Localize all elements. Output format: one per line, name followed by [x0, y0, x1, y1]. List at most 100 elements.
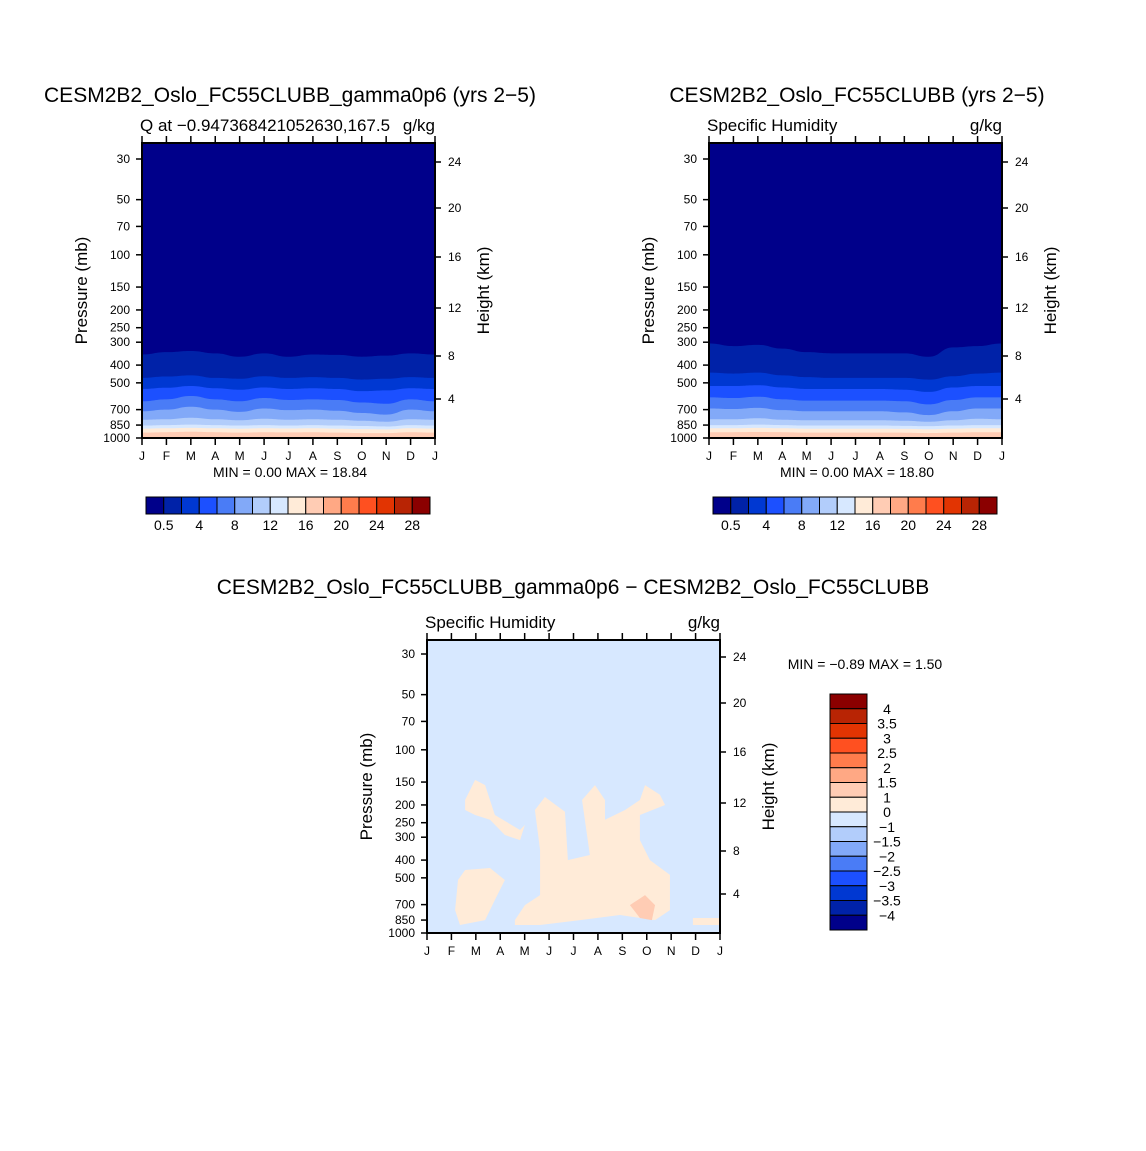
contour-band-9 — [142, 431, 435, 438]
colorbar-swatch — [287, 496, 307, 515]
height-tick-label: 12 — [1015, 301, 1029, 315]
colorbar-swatch — [198, 496, 218, 515]
pressure-tick-label: 500 — [395, 871, 415, 885]
pressure-tick-label: 700 — [677, 403, 697, 417]
colorbar-swatch — [323, 496, 342, 515]
pressure-tick-label: 200 — [677, 303, 697, 317]
colorbar-swatch — [829, 870, 868, 887]
colorbar-label: 4 — [762, 517, 770, 533]
plot-area — [709, 143, 1002, 438]
colorbar-swatch — [943, 496, 962, 515]
panel-left-subtitle: Q at −0.947368421052630,167.5 — [140, 116, 390, 135]
pressure-tick-label: 300 — [677, 335, 697, 349]
colorbar-label: 1 — [883, 789, 891, 805]
month-tick-label: J — [546, 944, 552, 958]
month-tick-label: N — [949, 449, 958, 463]
month-tick-label: S — [618, 944, 626, 958]
pressure-tick-label: 250 — [110, 321, 130, 335]
panel-title: CESM2B2_Oslo_FC55CLUBB_gamma0p6 − CESM2B… — [217, 576, 930, 599]
colorbar-label: 2.5 — [877, 745, 897, 761]
month-tick-label: O — [924, 449, 933, 463]
pressure-tick-label: 700 — [395, 898, 415, 912]
height-tick-label: 24 — [733, 650, 747, 664]
y-axis-label-right: Height (km) — [474, 247, 493, 335]
month-tick-label: A — [876, 449, 884, 463]
colorbar-label: 3.5 — [877, 716, 897, 732]
colorbar-swatch — [854, 496, 874, 515]
colorbar-swatch — [829, 885, 868, 901]
colorbar-swatch — [234, 496, 253, 515]
panel-left-subtitle: Specific Humidity — [707, 116, 838, 135]
colorbar-label: −2 — [879, 848, 895, 864]
colorbar-label: −2.5 — [873, 863, 901, 879]
colorbar-swatch — [829, 723, 868, 739]
colorbar-label: 28 — [971, 517, 987, 533]
colorbar-swatch — [765, 496, 785, 515]
colorbar-swatch — [163, 496, 182, 515]
colorbar-swatch — [961, 496, 980, 515]
colorbar-swatch — [890, 496, 909, 515]
pressure-tick-label: 850 — [395, 913, 415, 927]
month-tick-label: J — [286, 449, 292, 463]
colorbar-label: 8 — [231, 517, 239, 533]
colorbar-label: 0.5 — [154, 517, 174, 533]
colorbar-swatch — [712, 496, 732, 515]
month-tick-label: O — [642, 944, 651, 958]
month-tick-label: D — [973, 449, 982, 463]
month-tick-label: F — [730, 449, 737, 463]
colorbar-swatch — [829, 855, 868, 872]
pressure-tick-label: 500 — [110, 376, 130, 390]
colorbar-swatch — [305, 496, 324, 515]
month-tick-label: D — [691, 944, 700, 958]
colorbar-swatch — [829, 796, 868, 813]
plot-area — [427, 640, 720, 933]
colorbar: 0.5 4 8 12 16 20 24 28 — [712, 496, 998, 533]
plot-area — [142, 143, 435, 438]
colorbar-swatch — [836, 496, 856, 515]
month-tick-label: M — [753, 449, 763, 463]
colorbar-swatch — [269, 496, 289, 515]
panel-title: CESM2B2_Oslo_FC55CLUBB_gamma0p6 (yrs 2−5… — [44, 84, 536, 107]
colorbar-label: −3.5 — [873, 893, 901, 909]
height-tick-label: 12 — [733, 796, 747, 810]
month-tick-label: S — [333, 449, 341, 463]
colorbar-swatch — [783, 496, 803, 515]
y-axis-label-right: Height (km) — [1041, 247, 1060, 335]
month-tick-label: A — [496, 944, 504, 958]
colorbar-swatch — [829, 693, 868, 710]
min-max-label: MIN = 0.00 MAX = 18.80 — [780, 464, 934, 480]
colorbar-swatch — [376, 496, 395, 515]
colorbar-label: 20 — [900, 517, 916, 533]
pressure-tick-label: 30 — [684, 152, 698, 166]
pressure-tick-label: 300 — [395, 830, 415, 844]
colorbar-label: 8 — [798, 517, 806, 533]
height-tick-label: 8 — [733, 844, 740, 858]
panel-difference: 3050701001502002503004005007008501000481… — [217, 576, 943, 958]
month-tick-label: A — [309, 449, 317, 463]
contour-region-3 — [692, 917, 720, 925]
height-tick-label: 4 — [448, 392, 455, 406]
height-tick-label: 8 — [1015, 349, 1022, 363]
colorbar-label: 0.5 — [721, 517, 741, 533]
colorbar-swatch — [819, 496, 838, 515]
month-tick-label: O — [357, 449, 366, 463]
pressure-tick-label: 70 — [402, 714, 416, 728]
colorbar-swatch — [145, 496, 165, 515]
colorbar-swatch — [907, 496, 927, 515]
colorbar-swatch — [829, 782, 868, 798]
height-tick-label: 4 — [1015, 392, 1022, 406]
pressure-tick-label: 250 — [395, 816, 415, 830]
pressure-tick-label: 150 — [677, 280, 697, 294]
colorbar-label: 4 — [195, 517, 203, 533]
month-tick-label: M — [802, 449, 812, 463]
height-tick-label: 20 — [733, 696, 747, 710]
month-tick-label: M — [520, 944, 530, 958]
y-axis-label: Pressure (mb) — [639, 237, 658, 345]
month-tick-label: F — [163, 449, 170, 463]
colorbar-swatch — [748, 496, 767, 515]
colorbar-swatch — [181, 496, 200, 515]
panel-right-subtitle: g/kg — [688, 613, 720, 632]
pressure-tick-label: 1000 — [670, 431, 697, 445]
pressure-tick-label: 850 — [110, 418, 130, 432]
